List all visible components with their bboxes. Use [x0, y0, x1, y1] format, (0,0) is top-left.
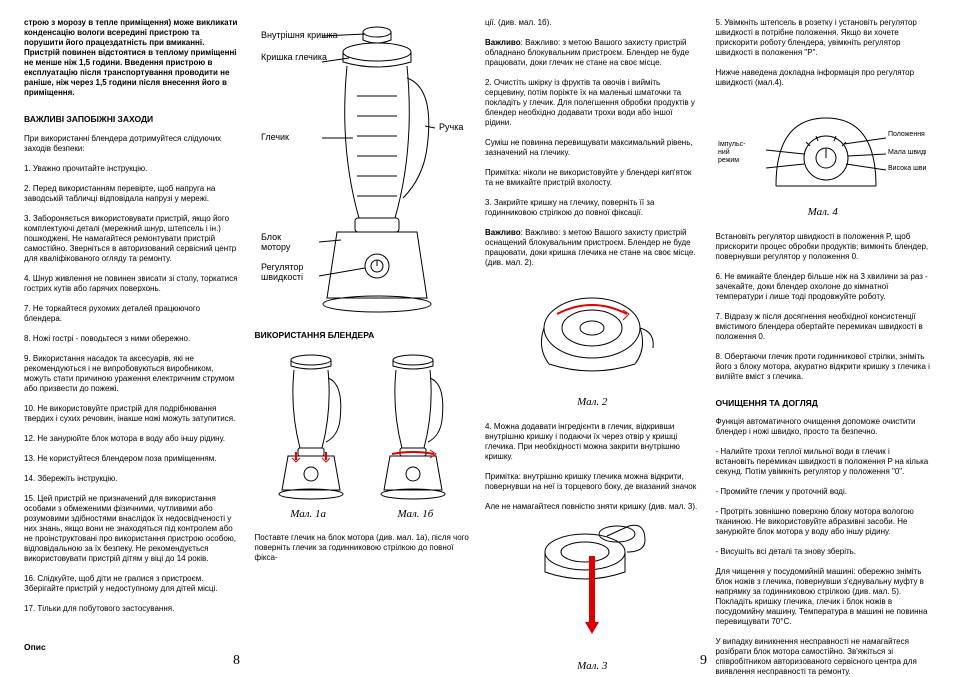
fig-1b-icon [368, 350, 458, 500]
c1-p3: 2. Перед використанням перевірте, щоб на… [24, 184, 239, 204]
fig-1a-icon [266, 350, 356, 500]
c3-p6: 3. Закрийте кришку на глечику, поверніть… [485, 198, 700, 218]
c1-p1: При використанні блендера дотримуйтеся с… [24, 134, 239, 154]
c1-p12: 14. Збережіть інструкцію. [24, 474, 239, 484]
c3-p4: Суміш не повинна перевищувати максимальн… [485, 138, 700, 158]
c4-p9: - Промийте глечик у проточній воді. [716, 487, 931, 497]
c3-p10: Але не намагайтеся повністю зняти кришку… [485, 502, 700, 512]
intro-para: строю з морозу в тепле приміщення) може … [24, 18, 239, 98]
c4-p1: 5. Увімкніть штепсель в розетку і устано… [716, 18, 931, 58]
hdr-safety: ВАЖЛИВІ ЗАПОБІЖНІ ЗАХОДИ [24, 114, 239, 125]
c4-p4: 6. Не вмикайте блендер більше ніж на 3 х… [716, 272, 931, 302]
c1-p15: 17. Тільки для побутового застосування. [24, 604, 239, 614]
c1-p8: 9. Використання насадок та аксесуарів, я… [24, 354, 239, 394]
c1-p13: 15. Цей пристрій не призначений для вико… [24, 494, 239, 564]
c4-p2: Нижче наведена докладна інформація про р… [716, 68, 931, 88]
c1-p9: 10. Не використовуйте пристрій для подрі… [24, 404, 239, 424]
svg-text:Положення зупинки: Положення зупинки [888, 131, 926, 138]
column-2: Внутрішня кришка Кришка глечика Глечик Р… [255, 18, 470, 665]
c3-p1: ції. (див. мал. 1б). [485, 18, 700, 28]
figure-blender-labeled: Внутрішня кришка Кришка глечика Глечик Р… [255, 18, 470, 318]
svg-text:Мала швидкість: Мала швидкість [888, 148, 926, 156]
label-jug: Глечик [261, 132, 289, 142]
c4-p7: Функція автоматичного очищення допоможе … [716, 417, 931, 437]
figure-4: Імпульс-нийрежим Положення зупинки Мала … [716, 98, 931, 198]
fig-2-icon [527, 278, 657, 388]
c1-p7: 8. Ножі гострі - поводьтеся з ними обере… [24, 334, 239, 344]
svg-text:Імпульс-нийрежим: Імпульс-нийрежим [718, 141, 746, 164]
figure-2 [485, 278, 700, 388]
c3-p2: Важливо: Важливо: з метою Вашого захисту… [485, 38, 700, 68]
svg-text:Регуляторшвидкості: Регуляторшвидкості [261, 262, 303, 282]
column-1: строю з морозу в тепле приміщення) може … [24, 18, 239, 665]
label-handle: Ручка [439, 122, 463, 132]
c4-p5: 7. Відразу ж після досягнення необхідної… [716, 312, 931, 342]
figure-3 [485, 522, 700, 652]
blender-diagram-icon: Внутрішня кришка Кришка глечика Глечик Р… [257, 18, 467, 318]
c3-p9: Примітка: внутрішню кришку глечика можна… [485, 472, 700, 492]
cap-1b: Мал. 1б [397, 508, 433, 522]
hdr-usage: ВИКОРИСТАННЯ БЛЕНДЕРА [255, 330, 470, 341]
page-spread: строю з морозу в тепле приміщення) може … [0, 0, 954, 675]
pagenum-left: 8 [233, 652, 240, 670]
cap-4: Мал. 4 [716, 206, 931, 220]
c4-p10: - Протріть зовнішню поверхню блоку мотор… [716, 507, 931, 537]
label-jug-lid: Кришка глечика [261, 52, 327, 62]
c3-p8: 4. Можна додавати інгредієнти в глечик, … [485, 422, 700, 462]
figure-1ab [255, 350, 470, 500]
cap-1a: Мал. 1а [290, 508, 326, 522]
hdr-clean: ОЧИЩЕННЯ ТА ДОГЛЯД [716, 398, 931, 409]
c1-p11: 13. Не користуйтеся блендером поза примі… [24, 454, 239, 464]
c1-p2: 1. Уважно прочитайте інструкцію. [24, 164, 239, 174]
c1-p14: 16. Слідкуйте, щоб діти не гралися з при… [24, 574, 239, 594]
label-inner-lid: Внутрішня кришка [261, 30, 338, 40]
fig-4-icon: Імпульс-нийрежим Положення зупинки Мала … [716, 98, 926, 198]
c1-p6: 7. Не торкайтеся рухомих деталей працююч… [24, 304, 239, 324]
c4-p6: 8. Обертаючи глечик проти годинникової с… [716, 352, 931, 382]
cap-3: Мал. 3 [485, 660, 700, 674]
c4-p13: У випадку виникнення несправності не нам… [716, 637, 931, 677]
c4-p11: - Висушіть всі деталі та знову зберіть. [716, 547, 931, 557]
column-3: ції. (див. мал. 1б). Важливо: Важливо: з… [485, 18, 700, 665]
cap-2: Мал. 2 [485, 396, 700, 410]
c1-p10: 12. Не занурюйте блок мотора в воду або … [24, 434, 239, 444]
fig-3-icon [527, 522, 657, 652]
c3-p3: 2. Очистіть шкірку із фруктів та овочів … [485, 78, 700, 128]
c1-p4: 3. Забороняється використовувати пристрі… [24, 214, 239, 264]
c4-p3: Встановіть регулятор швидкості в положен… [716, 232, 931, 262]
c3-p5: Примітка: ніколи не використовуйте у бле… [485, 168, 700, 188]
svg-text:Блокмотору: Блокмотору [261, 232, 291, 252]
c4-p8: - Налийте трохи теплої мильної води в гл… [716, 447, 931, 477]
c3-p7: Важливо: Важливо: з метою Вашого захисту… [485, 228, 700, 268]
hdr-desc: Опис [24, 642, 239, 653]
c2-p1: Поставте глечик на блок мотора (див. мал… [255, 533, 470, 563]
c4-p12: Для чищення у посудомийній машині: обере… [716, 567, 931, 627]
c1-p5: 4. Шнур живлення не повинен звисати зі с… [24, 274, 239, 294]
pagenum-right: 9 [700, 652, 707, 670]
svg-text:Висока швидкість: Висока швидкість [888, 164, 926, 172]
column-4: 5. Увімкніть штепсель в розетку і устано… [716, 18, 931, 665]
